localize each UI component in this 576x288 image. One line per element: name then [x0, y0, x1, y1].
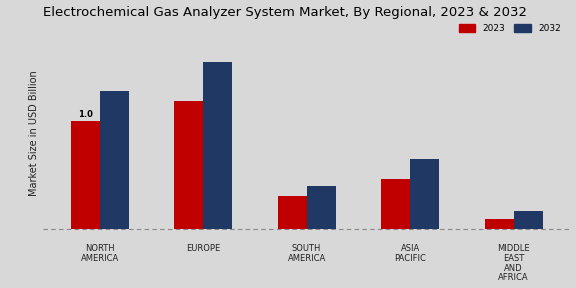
Text: 1.0: 1.0: [78, 110, 93, 119]
Bar: [306, 185, 336, 229]
Bar: [278, 196, 306, 229]
Bar: [174, 101, 203, 229]
Bar: [381, 179, 410, 229]
Bar: [514, 211, 543, 229]
Text: Electrochemical Gas Analyzer System Market, By Regional, 2023 & 2032: Electrochemical Gas Analyzer System Mark…: [43, 5, 527, 18]
Bar: [410, 159, 439, 229]
Bar: [203, 62, 232, 229]
Y-axis label: Market Size in USD Billion: Market Size in USD Billion: [29, 70, 39, 196]
Bar: [71, 121, 100, 229]
Legend: 2023, 2032: 2023, 2032: [459, 24, 560, 33]
Bar: [484, 219, 514, 229]
Bar: [100, 91, 128, 229]
